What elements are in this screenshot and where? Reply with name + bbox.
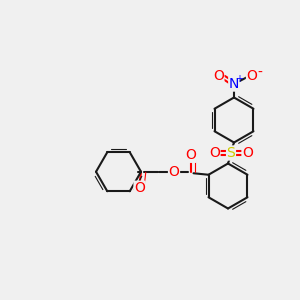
Text: O: O [247, 69, 257, 83]
Text: O: O [209, 146, 220, 160]
Text: +: + [236, 74, 243, 84]
Text: O: O [185, 148, 196, 162]
Text: -: - [257, 66, 262, 80]
Text: O: O [242, 146, 253, 160]
Text: N: N [229, 77, 239, 91]
Text: O: O [169, 165, 179, 179]
Text: O: O [213, 69, 224, 83]
Text: S: S [226, 146, 236, 160]
Text: O: O [134, 181, 145, 195]
